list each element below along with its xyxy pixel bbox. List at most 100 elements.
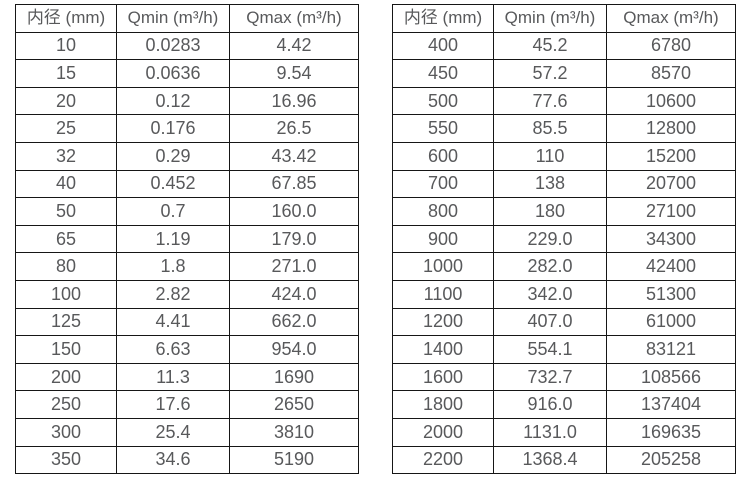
table-cell: 77.6 xyxy=(493,86,607,116)
table-cell: 42400 xyxy=(606,252,736,281)
table-row: 15 0.0636 9.54 xyxy=(15,59,359,88)
table-cell: 4.41 xyxy=(116,307,230,337)
table-cell: 43.42 xyxy=(229,141,359,171)
table-cell: 550 xyxy=(392,114,494,143)
table-cell: 12800 xyxy=(606,114,736,143)
table-row: 400 45.2 6780 xyxy=(392,31,736,61)
table-cell: 1000 xyxy=(392,252,494,281)
table-cell: 554.1 xyxy=(493,335,607,364)
table-row: 200 11.3 1690 xyxy=(15,362,359,392)
column-header: Qmax (m³/h) xyxy=(229,4,359,33)
table-cell: 51300 xyxy=(606,279,736,309)
table-cell: 100 xyxy=(15,279,117,309)
table-cell: 300 xyxy=(15,417,117,447)
table-cell: 2000 xyxy=(392,417,494,447)
table-cell: 10 xyxy=(15,31,117,61)
table-cell: 3810 xyxy=(229,417,359,447)
table-cell: 45.2 xyxy=(493,31,607,61)
table-row: 25 0.176 26.5 xyxy=(15,114,359,143)
table-cell: 34300 xyxy=(606,224,736,254)
table-body: 400 45.2 6780 450 57.2 8570 500 77.6 10600 550 85.… xyxy=(392,31,736,475)
table-cell: 17.6 xyxy=(116,390,230,419)
table-body: 10 0.0283 4.42 15 0.0636 9.54 20 0.12 16.96 25 0.1… xyxy=(15,31,359,475)
table-cell: 50 xyxy=(15,197,117,226)
table-cell: 57.2 xyxy=(493,59,607,88)
table-row: 900 229.0 34300 xyxy=(392,224,736,254)
table-cell: 0.29 xyxy=(116,141,230,171)
table-cell: 4.42 xyxy=(229,31,359,61)
table-cell: 1.19 xyxy=(116,224,230,254)
table-cell: 180 xyxy=(493,197,607,226)
table-cell: 282.0 xyxy=(493,252,607,281)
table-cell: 137404 xyxy=(606,390,736,419)
table-cell: 350 xyxy=(15,445,117,475)
header-row: 内径 (mm) Qmin (m³/h) Qmax (m³/h) xyxy=(15,4,359,33)
table-cell: 15 xyxy=(15,59,117,88)
table-cell: 1368.4 xyxy=(493,445,607,475)
table-row: 1800 916.0 137404 xyxy=(392,390,736,419)
table-row: 1400 554.1 83121 xyxy=(392,335,736,364)
table-cell: 26.5 xyxy=(229,114,359,143)
table-cell: 0.0283 xyxy=(116,31,230,61)
table-row: 20 0.12 16.96 xyxy=(15,86,359,116)
column-header: Qmax (m³/h) xyxy=(606,4,736,33)
table-row: 1100 342.0 51300 xyxy=(392,279,736,309)
table-cell: 179.0 xyxy=(229,224,359,254)
table-cell: 27100 xyxy=(606,197,736,226)
table-cell: 0.452 xyxy=(116,169,230,199)
table-cell: 450 xyxy=(392,59,494,88)
table-cell: 108566 xyxy=(606,362,736,392)
table-cell: 1800 xyxy=(392,390,494,419)
column-header: 内径 (mm) xyxy=(392,4,494,33)
table-row: 250 17.6 2650 xyxy=(15,390,359,419)
table-row: 150 6.63 954.0 xyxy=(15,335,359,364)
table-cell: 1600 xyxy=(392,362,494,392)
table-row: 300 25.4 3810 xyxy=(15,417,359,447)
table-cell: 400 xyxy=(392,31,494,61)
table-cell: 407.0 xyxy=(493,307,607,337)
table-row: 550 85.5 12800 xyxy=(392,114,736,143)
table-cell: 662.0 xyxy=(229,307,359,337)
table-cell: 20 xyxy=(15,86,117,116)
table-cell: 67.85 xyxy=(229,169,359,199)
table-row: 1000 282.0 42400 xyxy=(392,252,736,281)
column-header: Qmin (m³/h) xyxy=(493,4,607,33)
column-header: Qmin (m³/h) xyxy=(116,4,230,33)
table-cell: 6780 xyxy=(606,31,736,61)
table-cell: 34.6 xyxy=(116,445,230,475)
table-row: 32 0.29 43.42 xyxy=(15,141,359,171)
table-row: 2200 1368.4 205258 xyxy=(392,445,736,475)
table-cell: 800 xyxy=(392,197,494,226)
table-row: 100 2.82 424.0 xyxy=(15,279,359,309)
table-cell: 229.0 xyxy=(493,224,607,254)
table-row: 500 77.6 10600 xyxy=(392,86,736,116)
table-cell: 160.0 xyxy=(229,197,359,226)
table-cell: 2650 xyxy=(229,390,359,419)
table-row: 450 57.2 8570 xyxy=(392,59,736,88)
table-cell: 61000 xyxy=(606,307,736,337)
table-cell: 65 xyxy=(15,224,117,254)
table-cell: 2.82 xyxy=(116,279,230,309)
table-cell: 11.3 xyxy=(116,362,230,392)
column-header: 内径 (mm) xyxy=(15,4,117,33)
table-cell: 20700 xyxy=(606,169,736,199)
table-cell: 500 xyxy=(392,86,494,116)
table-cell: 1100 xyxy=(392,279,494,309)
table-cell: 0.176 xyxy=(116,114,230,143)
table-cell: 2200 xyxy=(392,445,494,475)
table-cell: 83121 xyxy=(606,335,736,364)
table-cell: 900 xyxy=(392,224,494,254)
table-cell: 271.0 xyxy=(229,252,359,281)
table-cell: 5190 xyxy=(229,445,359,475)
table-row: 600 110 15200 xyxy=(392,141,736,171)
table-cell: 10600 xyxy=(606,86,736,116)
table-cell: 424.0 xyxy=(229,279,359,309)
flow-range-table-large-diameters: 内径 (mm) Qmin (m³/h) Qmax (m³/h) 400 45.2 678… xyxy=(392,4,736,475)
table-cell: 700 xyxy=(392,169,494,199)
table-cell: 0.7 xyxy=(116,197,230,226)
table-cell: 6.63 xyxy=(116,335,230,364)
table-cell: 125 xyxy=(15,307,117,337)
table-cell: 40 xyxy=(15,169,117,199)
table-row: 350 34.6 5190 xyxy=(15,445,359,475)
